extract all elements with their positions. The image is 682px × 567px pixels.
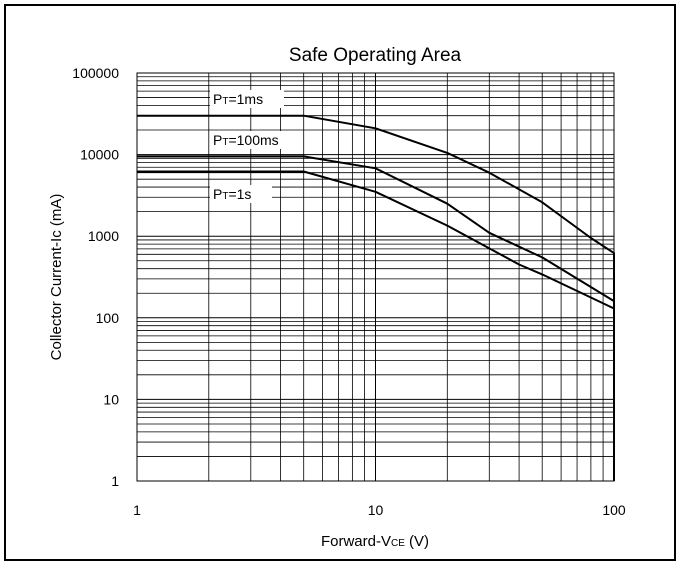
series-line-2 [137,170,615,310]
series-line-1 [137,155,615,302]
x-axis-label: Forward-VCE (V) [321,533,429,550]
y-tick-labels: 1 10 100 1000 10000 100000 [72,65,119,489]
y-tick-label: 10 [103,391,119,407]
y-tick-label: 10000 [80,147,119,163]
y-axis-label: Collector Current-Ic (mA) [48,194,65,361]
curve-label-1s: PT=1s [213,186,251,202]
y-tick-label: 1 [111,473,119,489]
curve-label-100ms: PT=100ms [213,132,279,148]
x-tick-labels: 1 10 100 [133,502,626,518]
grid [136,73,614,482]
series-group [137,114,615,481]
series-line-0 [137,114,615,481]
y-tick-label: 1000 [88,228,119,244]
x-tick-label: 100 [602,502,626,518]
y-tick-label: 100 [96,310,120,326]
x-tick-label: 10 [368,502,384,518]
x-tick-label: 1 [133,502,141,518]
chart-frame [4,4,676,561]
curve-labels: PT=1ms PT=100ms PT=1s [210,90,302,203]
y-tick-label: 100000 [72,65,119,81]
chart-title: Safe Operating Area [289,45,462,66]
curve-label-1ms: PT=1ms [213,91,263,107]
